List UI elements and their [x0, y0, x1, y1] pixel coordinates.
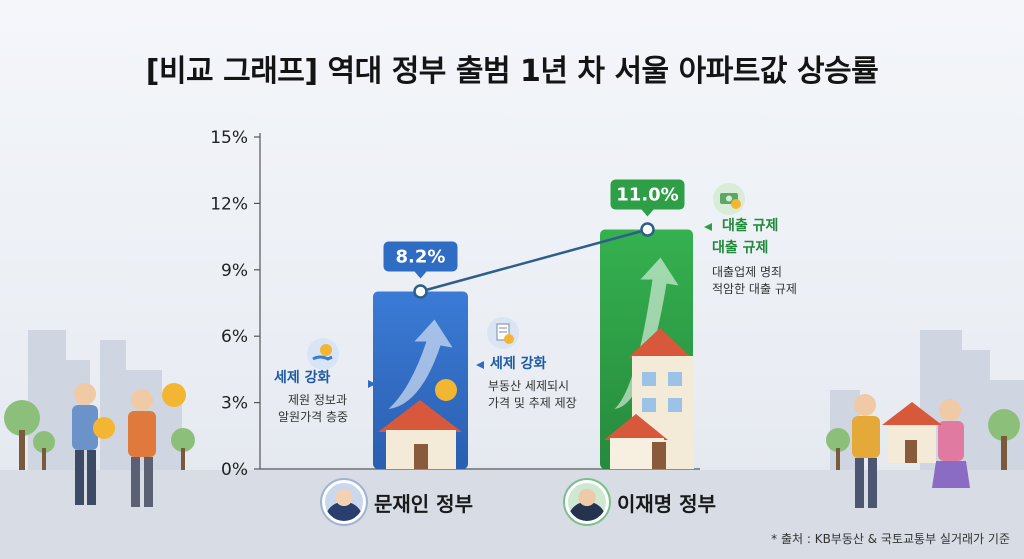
house-roof-2a	[628, 328, 692, 358]
bar-arrow-0	[388, 319, 453, 409]
value-label-pointer-1	[641, 209, 654, 217]
y-axis: 0% 3% 6% 9% 12% 15%	[210, 128, 700, 480]
money-icon	[713, 183, 745, 215]
y-tick-label: 15%	[210, 128, 248, 148]
house-window	[642, 372, 656, 386]
avatar-moon	[322, 480, 366, 524]
annotation-left-line1: 제원 정보과	[288, 393, 348, 407]
value-label-pointer-0	[414, 271, 427, 279]
annotation-right-line1: 대출업제 명죄	[712, 265, 783, 279]
house-window	[668, 372, 682, 386]
gov-label-lee: 이재명 정부	[565, 480, 716, 524]
page-title: [비교 그래프] 역대 정부 출범 1년 차 서울 아파트값 상승률	[145, 54, 879, 89]
value-label-0: 8.2%	[396, 247, 446, 268]
annotation-middle-line2: 가격 및 추제 제장	[488, 396, 577, 410]
connector-line-group	[413, 222, 655, 299]
y-tick-label: 6%	[221, 327, 248, 347]
gov-label-moon: 문재인 정부	[322, 480, 473, 524]
value-label-box-1	[610, 179, 685, 210]
annotation-right-line2: 적암한 대출 규제	[712, 282, 797, 296]
annotation-right-head2: 대출 규제	[712, 240, 769, 256]
value-label-1: 11.0%	[616, 185, 678, 206]
y-tick-label: 3%	[221, 394, 248, 414]
annotation-left-line2: 알원가격 층중	[278, 410, 349, 424]
data-point-0	[413, 284, 428, 299]
avatar-lee	[565, 480, 609, 524]
house-illustrations	[378, 328, 694, 469]
question-coin-icon	[435, 379, 457, 401]
gov-name-moon: 문재인 정부	[374, 491, 473, 516]
coin-hand-icon	[307, 338, 339, 370]
bar-arrow-1	[614, 257, 679, 409]
house-door-1	[414, 444, 428, 469]
gov-name-lee: 이재명 정부	[617, 491, 716, 516]
arrow-right-icon-left	[368, 380, 376, 388]
annotation-right-head1: 대출 규제	[722, 218, 779, 234]
house-window	[642, 398, 656, 412]
y-tick-label: 12%	[210, 194, 248, 214]
house-window	[668, 398, 682, 412]
annotation-middle-head: 세제 강화	[490, 356, 547, 372]
annotation-middle-line1: 부동산 세제되시	[488, 379, 570, 393]
source-note: * 출처 : KB부동산 & 국토교통부 실거래가 기준	[771, 532, 1010, 546]
house-roof-1	[378, 400, 462, 432]
arrow-left-icon-right	[704, 223, 712, 231]
y-tick-label: 9%	[221, 261, 248, 281]
house-door-2	[652, 442, 666, 469]
house-roof-2b	[604, 414, 668, 440]
document-icon	[487, 317, 519, 349]
y-tick-label: 0%	[221, 460, 248, 480]
annotation-left-head: 세제 강화	[274, 370, 331, 386]
arrow-left-icon-middle	[476, 361, 484, 369]
value-label-box-0	[383, 241, 458, 272]
data-point-1	[640, 222, 655, 237]
value-labels: 8.2% 11.0%	[383, 179, 685, 279]
connector-line	[420, 228, 648, 293]
